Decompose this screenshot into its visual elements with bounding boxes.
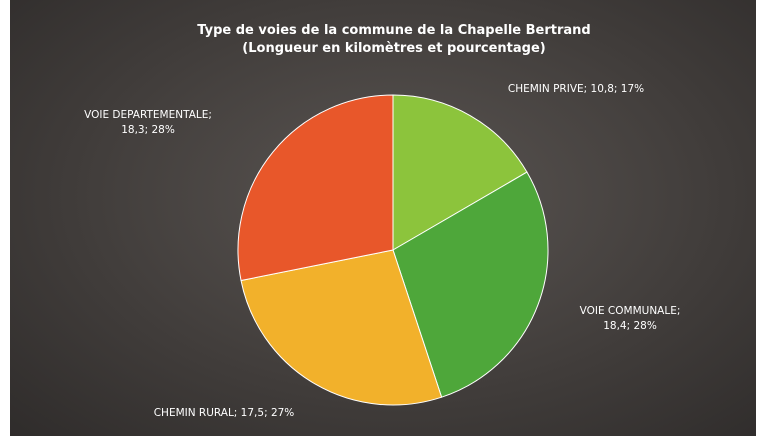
- pie-label-line: VOIE COMMUNALE;: [580, 305, 681, 317]
- pie-label-chemin-rural: CHEMIN RURAL; 17,5; 27%: [154, 407, 295, 419]
- pie-label-line: VOIE DEPARTEMENTALE;: [84, 109, 212, 121]
- chart-title: Type de voies de la commune de la Chapel…: [197, 23, 590, 38]
- chart-subtitle: (Longueur en kilomètres et pourcentage): [242, 41, 545, 56]
- pie-labels: CHEMIN PRIVE; 10,8; 17% VOIE COMMUNALE; 18…: [84, 83, 680, 419]
- pie-label-line: CHEMIN RURAL; 17,5; 27%: [154, 407, 295, 419]
- pie-label-voie-departementale: VOIE DEPARTEMENTALE; 18,3; 28%: [84, 109, 212, 136]
- pie-slice-chemin-rural: [240, 249, 443, 406]
- pie-label-line: 18,4; 28%: [603, 320, 657, 332]
- pie-chart: Type de voies de la commune de la Chapel…: [84, 23, 680, 419]
- pie-slice-chemin-prive: [392, 94, 528, 251]
- pie-label-line: 18,3; 28%: [121, 124, 175, 136]
- pie-label-voie-communale: VOIE COMMUNALE; 18,4; 28%: [580, 305, 681, 332]
- pie-slice-voie-communale: [392, 171, 549, 398]
- pie-slice-voie-departementale: [237, 94, 394, 282]
- pie-label-line: CHEMIN PRIVE; 10,8; 17%: [508, 83, 644, 95]
- pie-label-chemin-prive: CHEMIN PRIVE; 10,8; 17%: [508, 83, 644, 95]
- pie-slices: [237, 94, 549, 406]
- chart-panel: Type de voies de la commune de la Chapel…: [10, 0, 756, 436]
